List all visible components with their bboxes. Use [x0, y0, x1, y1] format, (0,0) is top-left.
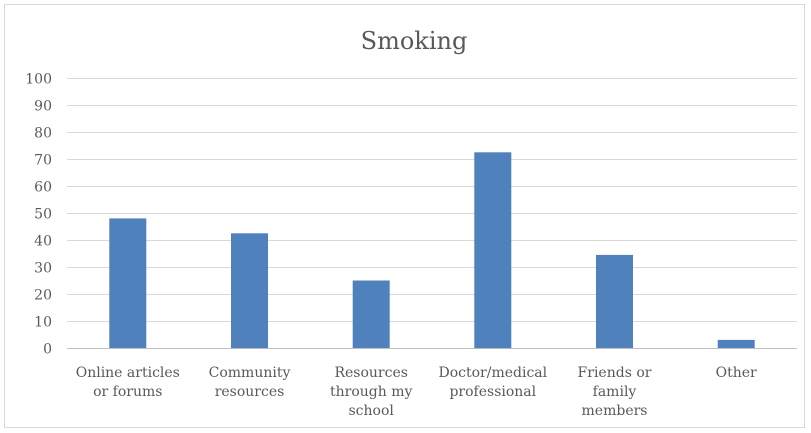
y-tick-label: 50 [34, 207, 52, 223]
y-tick-label: 80 [34, 126, 52, 142]
chart-frame [4, 4, 805, 428]
y-tick-label: 60 [34, 180, 52, 196]
bar [231, 233, 268, 349]
gridlines [67, 78, 797, 349]
y-tick-label: 90 [34, 99, 52, 115]
y-axis-ticks: 0 10 20 30 40 50 60 70 80 90 100 [25, 72, 52, 358]
y-tick-label: 0 [43, 342, 52, 358]
y-tick-label: 100 [25, 72, 52, 88]
x-category-label: Resources through my school [330, 365, 412, 419]
x-category-label: Other [716, 365, 757, 381]
y-tick-label: 10 [34, 315, 52, 331]
y-tick-label: 70 [34, 153, 52, 169]
bar [717, 339, 755, 348]
y-tick-label: 40 [34, 234, 52, 250]
chart-title: Smoking [361, 27, 468, 55]
x-category-label: Doctor/medical professional [438, 365, 547, 400]
x-category-label: Online articles or forums [76, 365, 180, 400]
y-tick-label: 30 [34, 261, 52, 277]
bars [109, 152, 755, 349]
bar [474, 152, 512, 349]
bar [596, 254, 633, 348]
bar [352, 280, 390, 348]
bar [109, 218, 147, 348]
x-category-label: Community resources [209, 365, 291, 400]
x-axis-labels: Online articles or forums Community resourc… [76, 365, 757, 419]
y-tick-label: 20 [34, 288, 52, 304]
x-category-label: Friends or family members [578, 365, 652, 419]
